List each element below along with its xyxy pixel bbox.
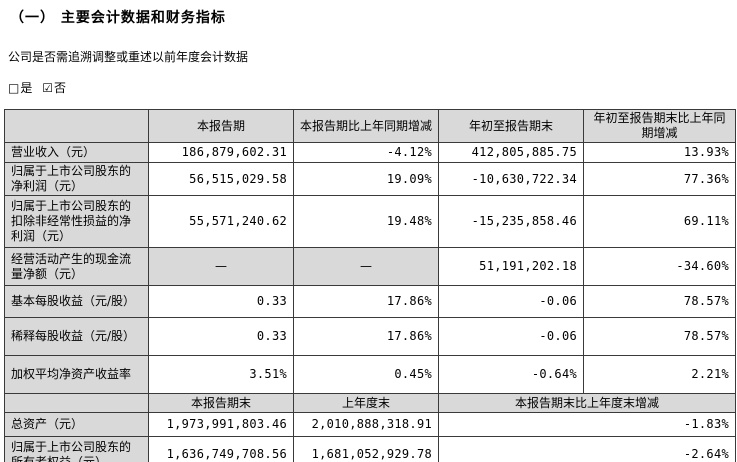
value-cell: 78.57%: [583, 285, 736, 318]
row-label-cell: 总资产（元）: [4, 412, 149, 437]
value-cell: 1,636,749,708.56: [148, 436, 294, 462]
header-empty-cell: [4, 393, 149, 413]
row-label-cell: 归属于上市公司股东的扣除非经常性损益的净利润（元）: [4, 195, 149, 248]
table-row-owners-equity: 归属于上市公司股东的所有者权益（元） 1,636,749,708.56 1,68…: [4, 436, 736, 462]
header-ytd-yoy-change: 年初至报告期末比上年同期增减: [583, 109, 736, 143]
header-end-of-period: 本报告期末: [148, 393, 294, 413]
value-cell: 412,805,885.75: [438, 142, 584, 163]
checkbox-yes[interactable]: □是: [8, 81, 32, 95]
value-cell: 77.36%: [583, 162, 736, 196]
value-cell: 19.09%: [293, 162, 439, 196]
value-cell: 55,571,240.62: [148, 195, 294, 248]
checkbox-no-label: 否: [53, 81, 66, 95]
header-empty-cell: [4, 109, 149, 143]
section-title: （一） 主要会计数据和财务指标: [10, 10, 226, 26]
table-row-diluted-eps: 稀释每股收益（元/股） 0.33 17.86% -0.06 78.57%: [4, 317, 736, 356]
row-label-cell: 基本每股收益（元/股）: [4, 285, 149, 318]
value-cell: 17.86%: [293, 285, 439, 318]
value-cell-na: —: [148, 247, 294, 286]
table-row-revenue: 营业收入（元） 186,879,602.31 -4.12% 412,805,88…: [4, 142, 736, 163]
row-label-cell: 稀释每股收益（元/股）: [4, 317, 149, 356]
table-row-operating-cash-flow: 经营活动产生的现金流量净额（元） — — 51,191,202.18 -34.6…: [4, 247, 736, 286]
table-header-row-period-end: 本报告期末 上年度末 本报告期末比上年度末增减: [4, 393, 736, 413]
table-row-net-profit-excl-nonrecurring: 归属于上市公司股东的扣除非经常性损益的净利润（元） 55,571,240.62 …: [4, 195, 736, 248]
value-cell: -10,630,722.34: [438, 162, 584, 196]
value-cell: 17.86%: [293, 317, 439, 356]
checkbox-yes-label: 是: [20, 81, 33, 95]
value-cell: 0.45%: [293, 355, 439, 394]
restatement-options: □是 ☑否: [8, 79, 737, 96]
table-row-weighted-avg-roe: 加权平均净资产收益率 3.51% 0.45% -0.64% 2.21%: [4, 355, 736, 394]
header-change-vs-prev-year-end: 本报告期末比上年度末增减: [438, 393, 736, 413]
value-cell: 1,973,991,803.46: [148, 412, 294, 437]
value-cell: 51,191,202.18: [438, 247, 584, 286]
restatement-question: 公司是否需追溯调整或重述以前年度会计数据: [8, 50, 249, 64]
checkbox-checked-icon: ☑: [42, 81, 53, 95]
checkbox-unchecked-icon: □: [8, 81, 20, 95]
value-cell: 3.51%: [148, 355, 294, 394]
value-cell: 186,879,602.31: [148, 142, 294, 163]
value-cell: 1,681,052,929.78: [293, 436, 439, 462]
header-period-yoy-change: 本报告期比上年同期增减: [293, 109, 439, 143]
value-cell: 0.33: [148, 285, 294, 318]
header-ytd: 年初至报告期末: [438, 109, 584, 143]
table-row-basic-eps: 基本每股收益（元/股） 0.33 17.86% -0.06 78.57%: [4, 285, 736, 318]
value-cell-na: —: [293, 247, 439, 286]
row-label-cell: 营业收入（元）: [4, 142, 149, 163]
value-cell: -0.06: [438, 317, 584, 356]
value-cell: 0.33: [148, 317, 294, 356]
table-row-net-profit: 归属于上市公司股东的净利润（元） 56,515,029.58 19.09% -1…: [4, 162, 736, 196]
header-end-of-prev-year: 上年度末: [293, 393, 439, 413]
value-cell: 2.21%: [583, 355, 736, 394]
table-row-total-assets: 总资产（元） 1,973,991,803.46 2,010,888,318.91…: [4, 412, 736, 437]
value-cell: -0.06: [438, 285, 584, 318]
value-cell: 56,515,029.58: [148, 162, 294, 196]
value-cell: 2,010,888,318.91: [293, 412, 439, 437]
value-cell: 78.57%: [583, 317, 736, 356]
header-current-period: 本报告期: [148, 109, 294, 143]
value-cell: -0.64%: [438, 355, 584, 394]
value-cell: 19.48%: [293, 195, 439, 248]
row-label-cell: 归属于上市公司股东的净利润（元）: [4, 162, 149, 196]
row-label-cell: 加权平均净资产收益率: [4, 355, 149, 394]
value-cell: 69.11%: [583, 195, 736, 248]
value-cell: -1.83%: [438, 412, 736, 437]
financial-indicators-table: 本报告期 本报告期比上年同期增减 年初至报告期末 年初至报告期末比上年同期增减 …: [4, 109, 736, 462]
row-label-cell: 经营活动产生的现金流量净额（元）: [4, 247, 149, 286]
value-cell: 13.93%: [583, 142, 736, 163]
value-cell: -15,235,858.46: [438, 195, 584, 248]
value-cell: -2.64%: [438, 436, 736, 462]
value-cell: -34.60%: [583, 247, 736, 286]
table-header-row-period: 本报告期 本报告期比上年同期增减 年初至报告期末 年初至报告期末比上年同期增减: [4, 109, 736, 143]
checkbox-no[interactable]: ☑否: [42, 81, 66, 95]
value-cell: -4.12%: [293, 142, 439, 163]
row-label-cell: 归属于上市公司股东的所有者权益（元）: [4, 436, 149, 462]
